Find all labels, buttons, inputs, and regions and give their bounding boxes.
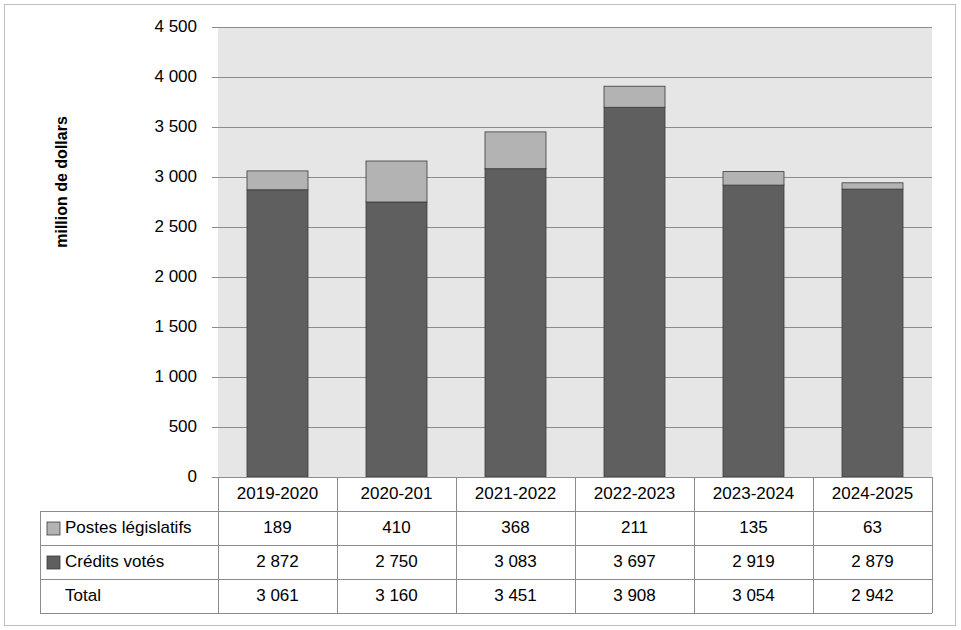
- y-tick-label: 3 000: [154, 167, 197, 186]
- y-tick-label: 2 000: [154, 267, 197, 286]
- table-value: 63: [863, 518, 882, 537]
- table-line: [575, 477, 576, 613]
- tick-mark: [212, 277, 218, 278]
- chart: 0 500 1 000 1 500 2 000 2 500 3 000 3 500 4 000 4…: [0, 0, 961, 630]
- y-tick-label: 4 500: [154, 17, 197, 36]
- tick-mark: [212, 477, 218, 478]
- total-value: 3 451: [494, 586, 537, 605]
- grid-line: [218, 377, 932, 378]
- bar: [485, 169, 546, 477]
- total-value: 3 054: [732, 586, 775, 605]
- tick-mark: [212, 77, 218, 78]
- total-value: 2 942: [851, 586, 894, 605]
- tick-mark: [212, 177, 218, 178]
- bar: [842, 183, 903, 189]
- legend-label: Postes législatifs: [65, 518, 192, 537]
- y-tick-label: 2 500: [154, 217, 197, 236]
- y-tick-label: 4 000: [154, 67, 197, 86]
- legend-swatch: [47, 556, 60, 569]
- table-value: 2 750: [375, 552, 418, 571]
- grid-line: [218, 277, 932, 278]
- table-line: [813, 477, 814, 613]
- y-tick-label: 3 500: [154, 117, 197, 136]
- table-value: 2 879: [851, 552, 894, 571]
- table-value: 2 872: [256, 552, 299, 571]
- bar: [604, 107, 665, 477]
- total-value: 3 061: [256, 586, 299, 605]
- table-line: [337, 477, 338, 613]
- bar: [723, 185, 784, 477]
- x-tick-label: 2023-2024: [713, 484, 794, 503]
- total-value: 3 160: [375, 586, 418, 605]
- table-line: [218, 477, 219, 613]
- x-tick-label: 2020-201: [361, 484, 433, 503]
- x-tick-label: 2024-2025: [832, 484, 913, 503]
- bars: [247, 86, 903, 477]
- plot-area: [218, 27, 932, 477]
- table-line: [932, 477, 933, 613]
- tick-mark: [212, 227, 218, 228]
- y-tick-label: 1 000: [154, 367, 197, 386]
- tick-mark: [212, 427, 218, 428]
- table-value: 3 697: [613, 552, 656, 571]
- table-value: 135: [739, 518, 767, 537]
- y-tick-label: 1 500: [154, 317, 197, 336]
- legend-label: Crédits votés: [65, 552, 164, 571]
- legend-swatch: [47, 522, 60, 535]
- y-tick-label: 500: [169, 417, 197, 436]
- table-line: [40, 511, 932, 512]
- grid-line: [218, 77, 932, 78]
- table-value: 2 919: [732, 552, 775, 571]
- table-line: [40, 613, 932, 614]
- tick-mark: [212, 127, 218, 128]
- table-value: 3 083: [494, 552, 537, 571]
- table-value: 189: [263, 518, 291, 537]
- x-tick-label: 2022-2023: [594, 484, 675, 503]
- table-line: [694, 477, 695, 613]
- y-axis-label: million de dollars: [53, 116, 70, 248]
- bar: [366, 202, 427, 477]
- grid-line: [218, 127, 932, 128]
- chart-frame: [5, 5, 956, 626]
- grid-line: [218, 327, 932, 328]
- table-line: [456, 477, 457, 613]
- table-line: [40, 545, 932, 546]
- x-tick-label: 2019-2020: [237, 484, 318, 503]
- x-tick-label: 2021-2022: [475, 484, 556, 503]
- tick-mark: [212, 377, 218, 378]
- table-value: 368: [501, 518, 529, 537]
- bar: [604, 86, 665, 107]
- grid-line: [218, 27, 932, 28]
- bar: [247, 171, 308, 190]
- total-value: 3 908: [613, 586, 656, 605]
- grid-line: [218, 227, 932, 228]
- bar: [366, 161, 427, 202]
- table-line: [40, 511, 41, 613]
- tick-mark: [212, 27, 218, 28]
- bar: [247, 190, 308, 477]
- y-tick-label: 0: [188, 467, 197, 486]
- total-label: Total: [65, 586, 101, 605]
- table-value: 410: [382, 518, 410, 537]
- table-line: [40, 579, 932, 580]
- bar: [723, 172, 784, 186]
- grid-line: [218, 427, 932, 428]
- table-value: 211: [621, 518, 648, 537]
- tick-mark: [212, 327, 218, 328]
- grid-line: [218, 177, 932, 178]
- bar: [842, 189, 903, 477]
- bar: [485, 132, 546, 169]
